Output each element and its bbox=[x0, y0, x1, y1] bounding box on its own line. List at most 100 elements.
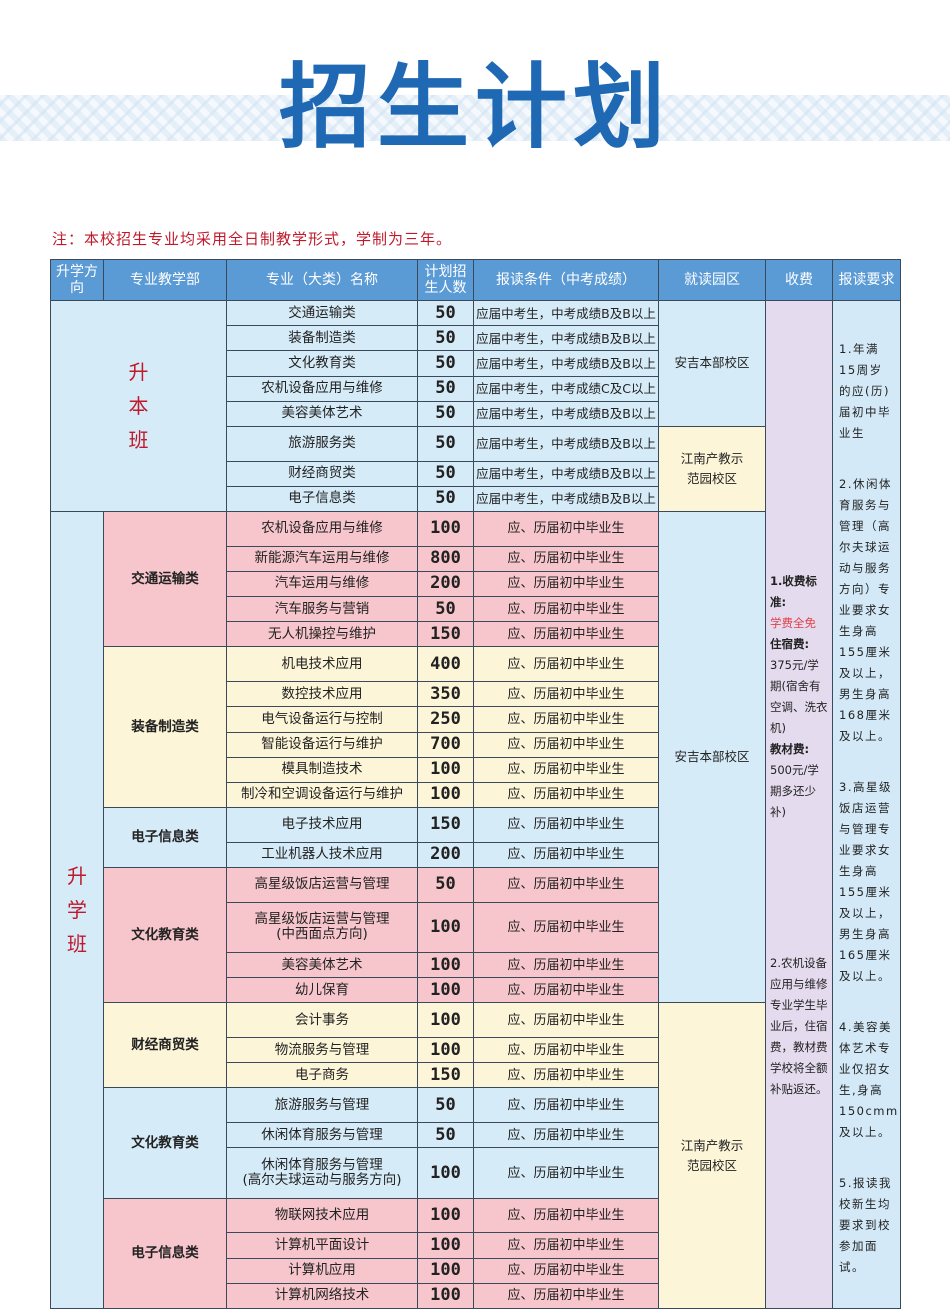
condition-cell: 应届中考生，中考成绩B及B以上 bbox=[473, 400, 659, 427]
major-cell: 高星级饭店运营与管理 bbox=[226, 866, 418, 903]
fee-note: 2.农机设备应用与维修专业学生毕业后，住宿费，教材费学校将全额补贴返还。 bbox=[770, 956, 828, 1096]
page-title: 招生计划 bbox=[278, 53, 671, 161]
count-cell: 50 bbox=[417, 460, 474, 487]
fee-standard-label: 1.收费标准: bbox=[770, 574, 817, 609]
major-subname: (中西面点方向) bbox=[276, 926, 368, 943]
condition-cell: 应、历届初中毕业生 bbox=[473, 545, 659, 572]
major-cell: 农机设备应用与维修 bbox=[226, 511, 418, 547]
major-cell: 文化教育类 bbox=[226, 350, 418, 377]
major-name: 美容美体艺术 bbox=[281, 405, 363, 422]
major-cell: 幼儿保育 bbox=[226, 977, 418, 1004]
condition-cell: 应、历届初中毕业生 bbox=[473, 1197, 659, 1234]
condition-cell: 应、历届初中毕业生 bbox=[473, 756, 659, 783]
condition-cell: 应、历届初中毕业生 bbox=[473, 781, 659, 809]
count-cell: 100 bbox=[417, 901, 474, 954]
table-row: 电子商务 150 应、历届初中毕业生 bbox=[51, 1062, 901, 1089]
table-row: 数控技术应用 350 应、历届初中毕业生 bbox=[51, 681, 901, 708]
major-cell: 无人机操控与维护 bbox=[226, 621, 418, 648]
note-text: 注：本校招生专业均采用全日制教学形式，学制为三年。 bbox=[52, 230, 453, 248]
direction-label: 升本班 bbox=[128, 360, 149, 452]
campus-cell: 江南产教示 范园校区 bbox=[658, 1002, 766, 1309]
major-name: 休闲体育服务与管理 bbox=[261, 1126, 383, 1143]
major-name: 高星级饭店运营与管理 bbox=[254, 876, 390, 893]
major-cell: 电子商务 bbox=[226, 1062, 418, 1089]
decorative-pattern-band bbox=[0, 95, 950, 141]
header-requirements: 报读要求 bbox=[832, 259, 901, 301]
count-cell: 100 bbox=[417, 952, 474, 979]
major-name: 高星级饭店运营与管理 bbox=[254, 911, 390, 928]
major-name: 电子商务 bbox=[295, 1066, 349, 1083]
table-row: 智能设备运行与维护 700 应、历届初中毕业生 bbox=[51, 731, 901, 758]
major-cell: 工业机器人技术应用 bbox=[226, 841, 418, 868]
count-cell: 200 bbox=[417, 841, 474, 868]
count-cell: 100 bbox=[417, 1282, 474, 1309]
condition-cell: 应届中考生，中考成绩B及B以上 bbox=[473, 325, 659, 352]
count-cell: 100 bbox=[417, 1037, 474, 1064]
requirement-item: 2.休闲体育服务与管理（高尔夫球运动与服务方向）专业要求女生身高155厘米及以上… bbox=[839, 477, 892, 743]
condition-cell: 应届中考生，中考成绩B及B以上 bbox=[473, 460, 659, 487]
count-cell: 50 bbox=[417, 325, 474, 352]
major-cell: 汽车运用与维修 bbox=[226, 570, 418, 598]
major-name: 财经商贸类 bbox=[288, 465, 356, 482]
major-name: 计算机网络技术 bbox=[274, 1287, 370, 1304]
condition-cell: 应届中考生，中考成绩B及B以上 bbox=[473, 299, 659, 327]
table-row: 计算机平面设计 100 应、历届初中毕业生 bbox=[51, 1232, 901, 1259]
requirement-item: 1.年满15周岁的应(历)届初中毕业生 bbox=[839, 342, 891, 440]
major-cell: 计算机应用 bbox=[226, 1257, 418, 1284]
major-cell: 美容美体艺术 bbox=[226, 400, 418, 427]
major-name: 工业机器人技术应用 bbox=[261, 846, 383, 863]
condition-cell: 应、历届初中毕业生 bbox=[473, 621, 659, 648]
major-cell: 高星级饭店运营与管理 (中西面点方向) bbox=[226, 901, 418, 954]
count-cell: 50 bbox=[417, 1122, 474, 1149]
condition-cell: 应、历届初中毕业生 bbox=[473, 1002, 659, 1039]
major-name: 物流服务与管理 bbox=[274, 1041, 370, 1058]
count-cell: 50 bbox=[417, 485, 474, 513]
department-cell: 文化教育类 bbox=[103, 866, 227, 1004]
major-name: 交通运输类 bbox=[288, 304, 356, 321]
department-cell: 文化教育类 bbox=[103, 1087, 227, 1199]
direction-label: 升学班 bbox=[67, 864, 87, 956]
condition-cell: 应届中考生，中考成绩B及B以上 bbox=[473, 350, 659, 377]
major-name: 电气设备运行与控制 bbox=[261, 710, 383, 727]
table-row: 农机设备应用与维修 50 应届中考生，中考成绩C及C以上 bbox=[51, 375, 901, 402]
condition-cell: 应、历届初中毕业生 bbox=[473, 977, 659, 1004]
major-name: 汽车服务与营销 bbox=[274, 600, 370, 617]
table-row: 文化教育类 旅游服务与管理 50 应、历届初中毕业生 bbox=[51, 1087, 901, 1199]
major-cell: 电气设备运行与控制 bbox=[226, 706, 418, 733]
fee-book: 500元/学期多还少补) bbox=[770, 763, 819, 819]
major-name: 休闲体育服务与管理 bbox=[261, 1157, 383, 1174]
direction-cell: 升本班 bbox=[50, 300, 227, 512]
count-cell: 50 bbox=[417, 425, 474, 462]
fee-book-label: 教材费: bbox=[770, 742, 810, 756]
major-cell: 休闲体育服务与管理 (高尔夫球运动与服务方向) bbox=[226, 1147, 418, 1199]
table-row: 美容美体艺术 50 应届中考生，中考成绩B及B以上 bbox=[51, 400, 901, 427]
count-cell: 400 bbox=[417, 646, 474, 683]
table-row: 制冷和空调设备运行与维护 100 应、历届初中毕业生 bbox=[51, 781, 901, 809]
condition-cell: 应、历届初中毕业生 bbox=[473, 646, 659, 683]
major-cell: 农机设备应用与维修 bbox=[226, 375, 418, 402]
count-cell: 100 bbox=[417, 1232, 474, 1259]
condition-cell: 应、历届初中毕业生 bbox=[473, 807, 659, 843]
table-row: 装备制造类 50 应届中考生，中考成绩B及B以上 bbox=[51, 325, 901, 352]
condition-cell: 应、历届初中毕业生 bbox=[473, 1147, 659, 1199]
table-row: 财经商贸类 50 应届中考生，中考成绩B及B以上 bbox=[51, 460, 901, 487]
count-cell: 350 bbox=[417, 681, 474, 708]
department-cell: 装备制造类 bbox=[103, 646, 227, 809]
count-cell: 100 bbox=[417, 511, 474, 547]
count-cell: 50 bbox=[417, 596, 474, 623]
table-row: 电子信息类 50 应届中考生，中考成绩B及B以上 bbox=[51, 485, 901, 513]
table-row: 升本班 交通运输类 50 应届中考生，中考成绩B及B以上 安吉本部校区 1.收费标准: 学费… bbox=[50, 299, 901, 1309]
table-row: 旅游服务类 50 应届中考生，中考成绩B及B以上 江南产教示 范园校区 bbox=[51, 425, 901, 513]
major-name: 装备制造类 bbox=[288, 329, 356, 346]
condition-cell: 应、历届初中毕业生 bbox=[473, 570, 659, 598]
major-name: 模具制造技术 bbox=[281, 761, 363, 778]
condition-cell: 应、历届初中毕业生 bbox=[473, 731, 659, 758]
table-row: 财经商贸类 会计事务 100 应、历届初中毕业生 江南产教示 范园校区 bbox=[51, 1002, 901, 1309]
condition-cell: 应、历届初中毕业生 bbox=[473, 1037, 659, 1064]
table-row: 新能源汽车运用与维修 800 应、历届初中毕业生 bbox=[51, 545, 901, 572]
major-name: 制冷和空调设备运行与维护 bbox=[241, 786, 403, 803]
condition-cell: 应、历届初中毕业生 bbox=[473, 1232, 659, 1259]
major-cell: 制冷和空调设备运行与维护 bbox=[226, 781, 418, 809]
enrollment-plan-table: 升学方向 专业教学部 专业（大类）名称 计划招生人数 报读条件（中考成绩） 就读… bbox=[50, 259, 901, 1309]
major-name: 智能设备运行与维护 bbox=[261, 736, 383, 753]
